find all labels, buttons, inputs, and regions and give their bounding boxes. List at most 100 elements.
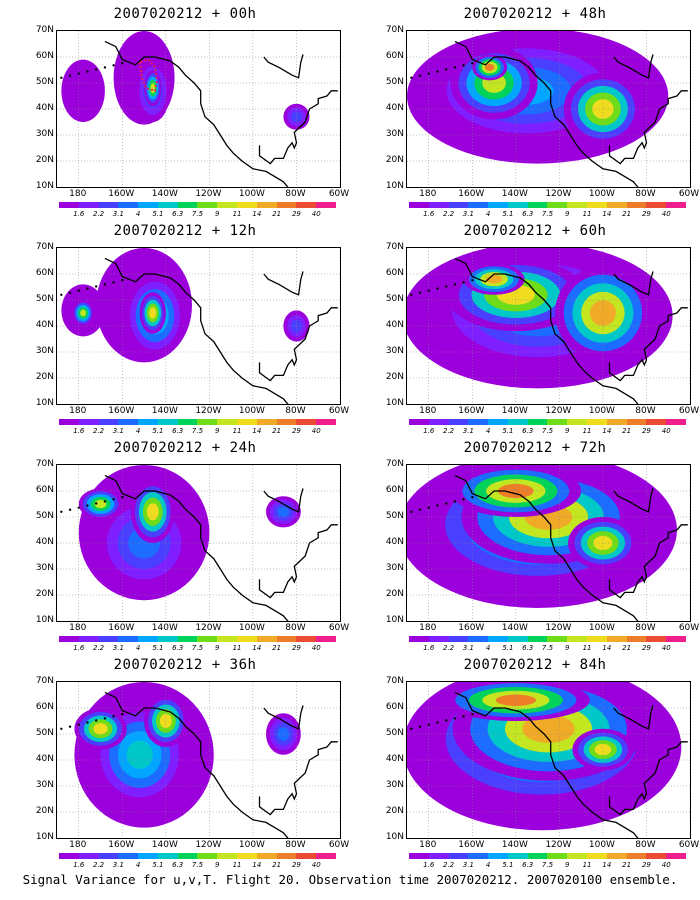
lat-tick-label: 50N	[385, 294, 404, 304]
lat-tick-label: 30N	[35, 563, 54, 573]
colorbar-swatch	[428, 202, 449, 208]
lon-tick-label: 60W	[328, 623, 350, 633]
map-panel: 2007020212 + 24h 70N 60N 50N 40N 30N 20N 10N 180…	[20, 440, 350, 655]
colorbar-swatch	[626, 853, 647, 859]
lat-tick-label: 70N	[35, 676, 54, 686]
colorbar-label: 7.5	[541, 427, 554, 435]
colorbar-label: 14	[602, 644, 612, 652]
colorbar-swatch	[646, 636, 667, 642]
contour-map	[56, 681, 341, 839]
lon-tick-label: 80W	[285, 623, 306, 633]
coastline	[258, 90, 338, 165]
colorbar-swatch	[409, 853, 429, 859]
lat-tick-label: 10N	[35, 181, 54, 191]
lat-tick-label: 50N	[35, 728, 54, 738]
colorbar	[409, 202, 686, 208]
colorbar-swatch	[567, 853, 588, 859]
colorbar-label: 2.2	[92, 210, 105, 218]
island	[471, 279, 474, 282]
variance-contour	[149, 307, 157, 319]
lat-tick-label: 30N	[35, 129, 54, 139]
lat-tick-label: 40N	[35, 103, 54, 113]
colorbar-swatch	[626, 419, 647, 425]
lat-tick-label: 40N	[35, 754, 54, 764]
lat-tick-label: 50N	[385, 511, 404, 521]
colorbar-label: 21	[622, 210, 632, 218]
island	[462, 281, 465, 284]
colorbar-label: 14	[252, 210, 262, 218]
map-panel: 2007020212 + 72h 70N 60N 50N 40N 30N 20N 10N 180…	[370, 440, 700, 655]
lat-tick-label: 70N	[35, 25, 54, 35]
colorbar-swatch	[527, 636, 548, 642]
colorbar-label: 14	[252, 644, 262, 652]
island	[453, 66, 457, 69]
lon-tick-label: 100W	[238, 406, 265, 416]
colorbar-swatch	[316, 853, 336, 859]
variance-contour	[277, 506, 290, 517]
variance-contour	[589, 300, 616, 326]
island	[68, 508, 72, 511]
colorbar-swatch	[428, 419, 449, 425]
colorbar-label: 3.1	[462, 427, 474, 435]
colorbar-label: 11	[232, 861, 242, 869]
contour-map	[56, 30, 341, 188]
colorbar-swatch	[468, 419, 489, 425]
colorbar	[59, 636, 336, 642]
colorbar-swatch	[448, 202, 469, 208]
lon-tick-label: 80W	[635, 189, 656, 199]
colorbar-label: 5.1	[152, 644, 164, 652]
colorbar-swatch	[217, 419, 238, 425]
colorbar-swatch	[468, 636, 489, 642]
island	[418, 725, 422, 728]
colorbar-swatch	[98, 636, 119, 642]
island	[436, 70, 439, 73]
colorbar-swatch	[217, 636, 238, 642]
colorbar-swatch	[666, 853, 686, 859]
colorbar-label: 40	[311, 861, 321, 869]
colorbar-label: 40	[311, 210, 321, 218]
colorbar-swatch	[118, 202, 139, 208]
figure-caption: Signal Variance for u,v,T. Flight 20. Ob…	[22, 872, 678, 887]
colorbar-swatch	[488, 202, 508, 208]
island	[418, 508, 422, 511]
colorbar-label: 4	[135, 861, 141, 869]
contour-map	[406, 30, 691, 188]
island	[462, 498, 465, 501]
lon-tick-label: 120W	[195, 623, 222, 633]
lon-tick-label: 120W	[545, 189, 572, 199]
colorbar-swatch	[448, 636, 469, 642]
colorbar-swatch	[587, 419, 607, 425]
lon-tick-label: 140W	[501, 623, 528, 633]
map-panel: 2007020212 + 36h 70N 60N 50N 40N 30N 20N 10N 180…	[20, 657, 350, 872]
colorbar-swatch	[276, 853, 297, 859]
lon-tick-label: 80W	[635, 623, 656, 633]
island	[86, 287, 89, 290]
colorbar-label: 11	[232, 427, 242, 435]
contour-map	[406, 681, 691, 839]
colorbar-swatch	[98, 419, 119, 425]
colorbar-swatch	[118, 419, 139, 425]
colorbar-label: 14	[602, 210, 612, 218]
lat-tick-label: 60N	[35, 485, 54, 495]
island	[436, 287, 439, 290]
coastline	[613, 705, 654, 730]
colorbar-label: 29	[291, 210, 301, 218]
colorbar-swatch	[197, 419, 218, 425]
lat-tick-label: 30N	[385, 780, 404, 790]
colorbar-swatch	[527, 202, 548, 208]
colorbar-swatch	[276, 636, 297, 642]
colorbar-swatch	[547, 636, 568, 642]
colorbar-label: 1.6	[423, 644, 435, 652]
colorbar-label: 4	[485, 644, 491, 652]
island	[94, 719, 98, 722]
coastline	[454, 691, 639, 838]
coastline	[454, 40, 639, 187]
coastline	[104, 257, 289, 404]
island	[112, 281, 115, 284]
panel-title: 2007020212 + 48h	[463, 6, 607, 22]
colorbar-swatch	[448, 419, 469, 425]
lon-tick-label: 100W	[588, 189, 615, 199]
island	[444, 502, 448, 505]
island	[410, 727, 413, 730]
island	[427, 723, 430, 726]
